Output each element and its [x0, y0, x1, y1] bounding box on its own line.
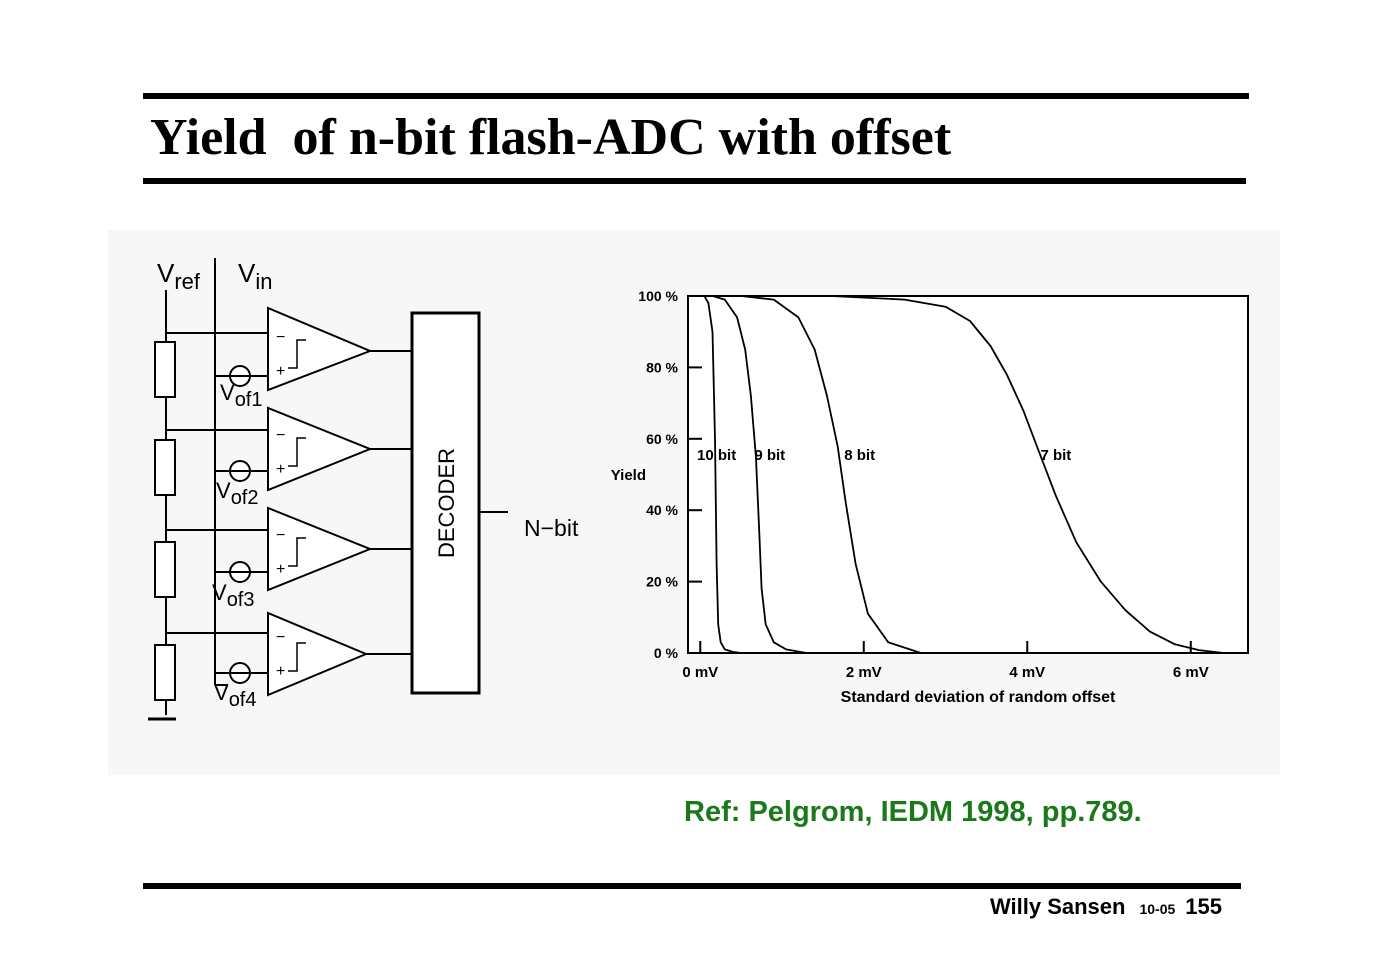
x-axis-label: Standard deviation of random offset: [841, 689, 1116, 706]
top-rule-lower: [143, 178, 1246, 184]
footer-author: Willy Sansen: [989, 894, 1126, 919]
x-tick-label: 2 mV: [846, 664, 882, 681]
vin-label: Vin: [238, 258, 272, 294]
comparator-minus: −: [276, 527, 285, 544]
offset-source-label-2: Vof2: [216, 478, 259, 509]
comparator-plus: +: [276, 363, 285, 380]
comparator-1: [267, 306, 373, 392]
comparator-minus: −: [276, 427, 285, 444]
hysteresis-icon: [288, 339, 306, 369]
comparator-plus: +: [276, 663, 285, 680]
y-tick-label: 60 %: [646, 431, 678, 447]
resistor: [154, 644, 176, 701]
x-tick-label: 0 mV: [682, 664, 718, 681]
slide-title: Yield of n-bit flash-ADC with offset: [150, 109, 952, 166]
plot-frame: [687, 295, 1249, 654]
page-number: 155: [1185, 894, 1222, 919]
series-label: 10 bit: [697, 447, 736, 464]
bottom-rule: [143, 883, 1241, 889]
series-line: [741, 295, 922, 654]
series-label: 7 bit: [1040, 447, 1071, 464]
x-tick-label: 4 mV: [1009, 664, 1045, 681]
figure-canvas: Vref Vin Vof1 Vof2 Vof3 Vof4 − + − + − +…: [148, 258, 1249, 721]
comparator-plus: +: [276, 561, 285, 578]
vref-label: Vref: [157, 258, 201, 294]
y-tick-label: 0 %: [654, 645, 679, 661]
decoder-block: [410, 311, 481, 695]
yield-chart: 100 % 80 % 60 % 40 % 20 % 0 %0 mV 2 mV 4 mV 6 mV…: [611, 288, 1249, 706]
series-line: [703, 295, 742, 654]
series-line: [831, 295, 1224, 654]
series-label: 8 bit: [844, 447, 875, 464]
offset-source-label-1: Vof1: [220, 380, 263, 411]
resistor: [154, 439, 176, 496]
reference-citation: Ref: Pelgrom, IEDM 1998, pp.789.: [684, 796, 1142, 828]
resistor: [154, 541, 176, 598]
comparator-4: [267, 611, 369, 697]
offset-source-label-4: Vof4: [214, 680, 257, 711]
flash-adc-circuit: [148, 260, 508, 721]
top-rule-upper: [143, 93, 1249, 99]
hysteresis-icon: [288, 437, 306, 467]
decoder-label: DECODER: [434, 448, 459, 558]
comparator-minus: −: [276, 629, 285, 646]
series-line: [712, 295, 807, 654]
hysteresis-icon: [288, 642, 306, 672]
y-tick-label: 20 %: [646, 574, 678, 590]
offset-source-label-3: Vof3: [212, 580, 255, 611]
figure-panel: Vref Vin Vof1 Vof2 Vof3 Vof4 − + − + − +…: [108, 230, 1280, 775]
circuit-labels: Vref Vin Vof1 Vof2 Vof3 Vof4 − + − + − +…: [157, 258, 579, 711]
comparator-minus: −: [276, 329, 285, 346]
comparator-3: [267, 506, 373, 592]
footer-date: 10-05: [1139, 901, 1176, 917]
y-tick-label: 100 %: [638, 288, 678, 304]
comparator-2: [267, 406, 373, 492]
series-label: 9 bit: [754, 447, 785, 464]
output-label: N−bit: [524, 515, 579, 541]
hysteresis-icon: [288, 537, 306, 567]
comparator-plus: +: [276, 461, 285, 478]
y-axis-label: Yield: [611, 467, 646, 484]
resistor: [154, 341, 176, 398]
y-tick-label: 40 %: [646, 502, 678, 518]
y-tick-label: 80 %: [646, 359, 678, 375]
footer: Willy Sansen 10-05 155: [990, 894, 1222, 920]
x-tick-label: 6 mV: [1173, 664, 1209, 681]
